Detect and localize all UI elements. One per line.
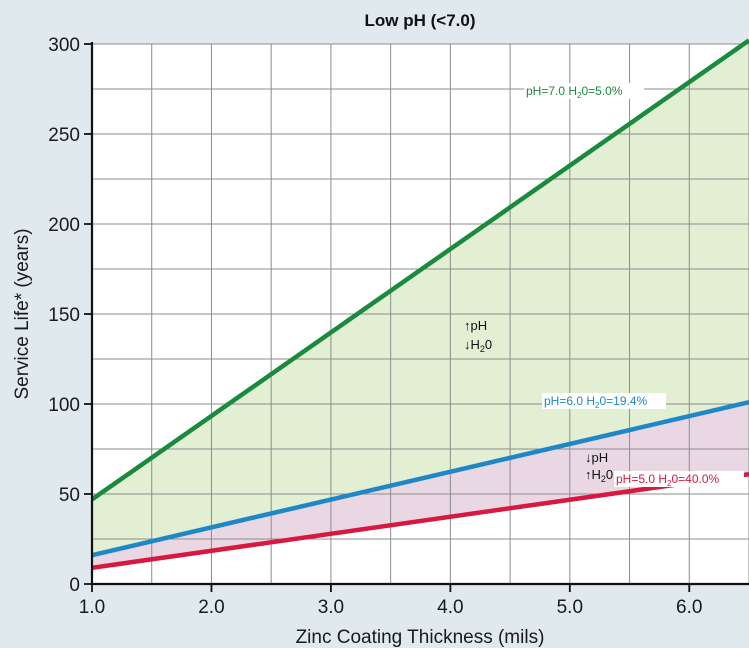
- y-tick-label: 250: [48, 125, 80, 146]
- series-line-3: [91, 471, 749, 571]
- y-tick-label: 50: [59, 485, 80, 506]
- x-tick-label: 6.0: [676, 597, 702, 618]
- grid-lines: [91, 43, 749, 585]
- annotation-lower: ↓pH: [585, 450, 608, 465]
- series-label-1: pH=7.0 H20=5.0%: [526, 84, 623, 100]
- series-label-bg-1: [524, 83, 644, 99]
- series-labels: pH=7.0 H20=5.0% pH=6.0 H20=19.4% pH=5.0 H2…: [524, 83, 744, 488]
- annotation-lower-h2o: ↑H20: [585, 467, 613, 484]
- x-tick-label: 1.0: [79, 597, 105, 618]
- x-tick-label: 5.0: [557, 597, 583, 618]
- x-axis-label: Zinc Coating Thickness (mils): [296, 627, 545, 648]
- series-label-bg-3: [614, 471, 744, 487]
- series-lines: [90, 38, 749, 571]
- fill-region-2: [92, 402, 749, 568]
- series-line-2: [91, 400, 749, 558]
- series-label-3: pH=5.0 H20=40.0%: [616, 472, 720, 488]
- y-tick-label: 300: [48, 35, 80, 56]
- y-tick-label: 150: [48, 305, 80, 326]
- x-tick-label: 4.0: [437, 597, 463, 618]
- x-tick-label: 2.0: [198, 597, 224, 618]
- annotation-upper-h2o: ↓H20: [464, 337, 492, 354]
- chart-title: Low pH (<7.0): [365, 11, 476, 30]
- y-tick-label: 0: [69, 575, 80, 596]
- annotation-upper: ↑pH: [464, 318, 487, 333]
- series-label-bg-2: [542, 393, 666, 409]
- y-tick-label: 200: [48, 215, 80, 236]
- x-tick-label: 3.0: [318, 597, 344, 618]
- y-axis-label: Service Life* (years): [12, 228, 33, 399]
- fill-regions: [92, 40, 749, 568]
- y-tick-labels: 0 50 100 150 200 250 300: [48, 35, 92, 596]
- series-line-1: [90, 38, 749, 502]
- y-tick-label: 100: [48, 395, 80, 416]
- fill-region-1: [92, 40, 749, 556]
- x-tick-labels: 1.0 2.0 3.0 4.0 5.0 6.0: [79, 584, 702, 618]
- series-label-2: pH=6.0 H20=19.4%: [544, 394, 648, 410]
